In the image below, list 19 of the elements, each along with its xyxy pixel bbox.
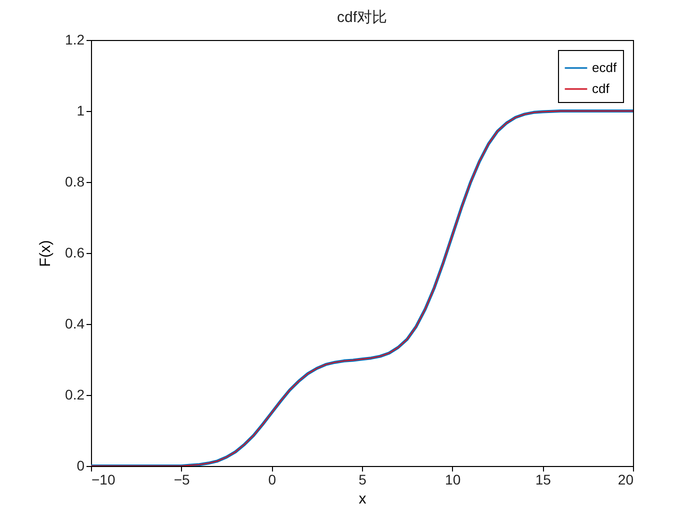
legend-label: ecdf	[592, 60, 617, 75]
x-tick-label: 15	[535, 472, 552, 488]
x-tick-label: 10	[445, 472, 461, 488]
y-tick-label: 0.6	[65, 244, 85, 260]
y-tick-label: 0	[76, 458, 85, 474]
x-tick-label: 5	[358, 472, 367, 488]
chart-title: cdf对比	[336, 9, 388, 26]
y-tick-label: 1	[76, 102, 85, 118]
y-tick-label: 0.8	[65, 174, 85, 190]
legend-label: cdf	[592, 81, 610, 96]
y-tick-label: 0.2	[65, 386, 85, 402]
x-tick-label: −10	[92, 472, 116, 488]
y-axis-title: F(x)	[37, 240, 54, 267]
y-tick-label: 1.2	[65, 32, 85, 48]
x-tick-label: −5	[174, 472, 190, 488]
x-axis-title: x	[358, 490, 367, 508]
x-tick-label: 20	[618, 472, 634, 488]
x-tick-label: 0	[268, 472, 276, 488]
y-tick-label: 0.4	[65, 316, 85, 332]
